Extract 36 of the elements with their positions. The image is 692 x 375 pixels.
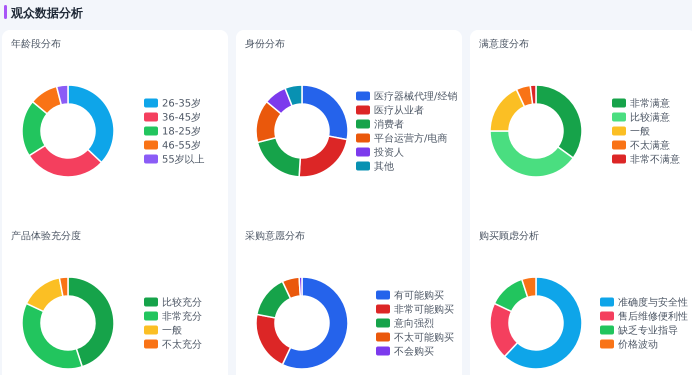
legend-label: 比较满意	[630, 112, 670, 124]
legend-label: 一般	[630, 126, 650, 138]
chart-title: 满意度分布	[479, 38, 529, 50]
legend-label: 价格波动	[617, 338, 658, 350]
legend-label: 26-35岁	[162, 98, 202, 110]
legend-label: 非常不满意	[630, 154, 680, 166]
legend-label: 准确度与安全性	[618, 296, 688, 308]
legend-label: 医疗器械代理/经销	[374, 90, 458, 102]
legend-label: 缺乏专业指导	[618, 324, 678, 336]
chart-title: 身份分布	[245, 38, 285, 50]
legend-label: 有可能购买	[394, 290, 444, 302]
legend-label: 不太满意	[630, 140, 670, 152]
chart-title: 采购意愿分布	[245, 230, 305, 242]
legend-label: 非常充分	[162, 310, 202, 322]
legend-label: 其他	[374, 160, 394, 172]
legend-label: 18-25岁	[162, 126, 202, 138]
legend-label: 非常可能购买	[394, 304, 454, 316]
legend-label: 意向强烈	[393, 318, 434, 330]
chart-title: 年龄段分布	[11, 38, 61, 50]
legend-label: 一般	[162, 326, 182, 336]
legend-label: 售后维修便利性	[618, 310, 688, 322]
text: 观众数据分析	[10, 6, 83, 20]
legend-label: 36-45岁	[162, 112, 202, 124]
legend-label: 平台运营方/电商	[374, 132, 448, 144]
legend-label: 医疗从业者	[374, 104, 424, 116]
legend-label: 不太充分	[162, 338, 202, 350]
legend-label: 55岁以上	[162, 154, 205, 166]
chart-title: 购买顾虑分析	[479, 230, 539, 242]
legend-label: 比较充分	[162, 296, 202, 308]
legend-label: 消费者	[374, 118, 404, 130]
legend-label: 不会购买	[394, 346, 434, 358]
legend-label: 投资人	[373, 146, 404, 158]
legend-label: 46-55岁	[162, 140, 202, 152]
legend-label: 非常满意	[630, 98, 670, 110]
legend-label: 不太可能购买	[394, 332, 454, 344]
chart-title: 产品体验充分度	[11, 230, 81, 242]
